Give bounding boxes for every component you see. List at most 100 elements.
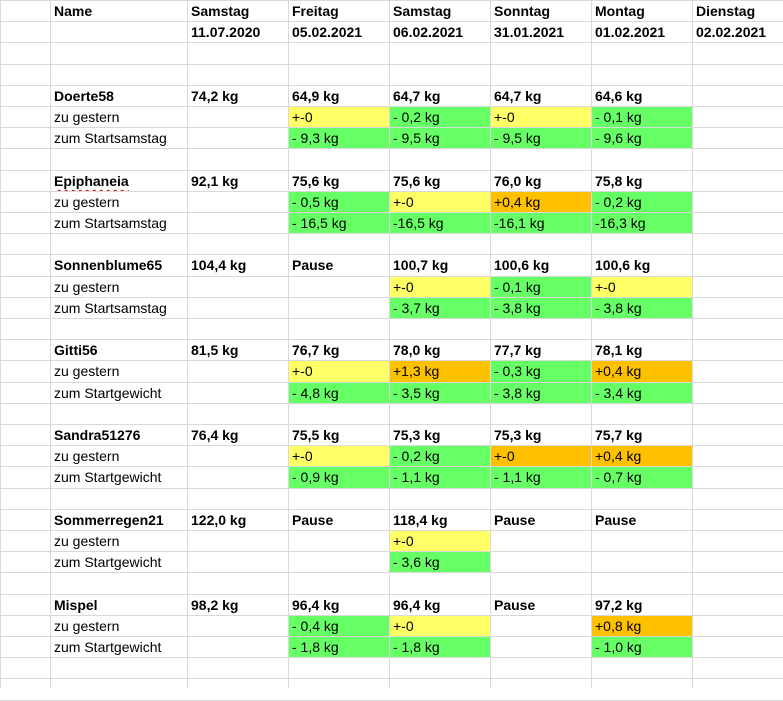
weight-cell[interactable]: 77,7 kg xyxy=(494,342,542,358)
row-label[interactable]: zu gestern xyxy=(54,448,120,464)
weight-cell[interactable]: 78,1 kg xyxy=(595,342,643,358)
delta-cell[interactable]: +-0 xyxy=(390,616,490,636)
delta-cell[interactable]: +-0 xyxy=(491,107,591,127)
weight-cell[interactable]: 75,3 kg xyxy=(494,427,542,443)
delta-cell[interactable]: - 1,8 kg xyxy=(289,637,389,657)
delta-cell[interactable]: +-0 xyxy=(592,277,692,297)
weight-cell[interactable]: 100,6 kg xyxy=(494,257,550,273)
delta-cell[interactable]: - 9,5 kg xyxy=(390,128,490,148)
row-label[interactable]: zu gestern xyxy=(54,533,120,549)
row-label[interactable]: zu gestern xyxy=(54,279,120,295)
delta-cell[interactable]: - 3,8 kg xyxy=(491,383,591,403)
delta-cell[interactable]: +0,8 kg xyxy=(592,616,692,636)
weight-cell[interactable]: 75,5 kg xyxy=(292,427,340,443)
delta-cell[interactable]: +-0 xyxy=(289,107,389,127)
header-date[interactable]: 02.02.2021 xyxy=(696,24,767,40)
weight-cell[interactable]: 75,3 kg xyxy=(393,427,441,443)
delta-cell[interactable]: +-0 xyxy=(390,531,490,551)
delta-cell[interactable]: - 4,8 kg xyxy=(289,383,389,403)
weight-cell[interactable]: Pause xyxy=(292,512,334,528)
header-weekday[interactable]: Samstag xyxy=(393,3,452,19)
row-label[interactable]: zu gestern xyxy=(54,618,120,634)
delta-cell[interactable]: - 0,2 kg xyxy=(390,446,490,466)
weight-cell[interactable]: Pause xyxy=(292,257,334,273)
delta-cell[interactable]: -16,5 kg xyxy=(390,213,490,233)
weight-cell[interactable]: Pause xyxy=(494,512,536,528)
delta-cell[interactable]: - 0,4 kg xyxy=(289,616,389,636)
weight-cell[interactable]: 64,9 kg xyxy=(292,88,340,104)
row-label[interactable]: zum Startsamstag xyxy=(54,300,167,316)
delta-cell[interactable]: - 3,8 kg xyxy=(491,298,591,318)
weight-cell[interactable]: 81,5 kg xyxy=(191,342,239,358)
delta-cell[interactable]: - 9,6 kg xyxy=(592,128,692,148)
delta-cell[interactable]: - 1,0 kg xyxy=(592,637,692,657)
weight-cell[interactable]: 74,2 kg xyxy=(191,88,239,104)
header-date[interactable]: 06.02.2021 xyxy=(393,24,464,40)
weight-cell[interactable]: 75,6 kg xyxy=(393,173,441,189)
weight-cell[interactable]: 122,0 kg xyxy=(191,512,247,528)
delta-cell[interactable]: - 1,1 kg xyxy=(390,467,490,488)
weight-cell[interactable]: 76,4 kg xyxy=(191,427,239,443)
weight-cell[interactable]: 92,1 kg xyxy=(191,173,239,189)
weight-cell[interactable]: 100,7 kg xyxy=(393,257,449,273)
delta-cell[interactable]: - 16,5 kg xyxy=(289,213,389,233)
delta-cell[interactable]: +-0 xyxy=(491,446,591,466)
delta-cell[interactable]: +-0 xyxy=(390,192,490,212)
weight-cell[interactable]: Pause xyxy=(595,512,637,528)
header-weekday[interactable]: Samstag xyxy=(191,3,250,19)
person-name[interactable]: Sommerregen21 xyxy=(54,512,164,528)
delta-cell[interactable]: - 9,3 kg xyxy=(289,128,389,148)
header-name[interactable]: Name xyxy=(54,3,93,19)
row-label[interactable]: zum Startgewicht xyxy=(54,385,162,401)
weight-cell[interactable]: 104,4 kg xyxy=(191,257,247,273)
delta-cell[interactable]: - 0,2 kg xyxy=(592,192,692,212)
row-label[interactable]: zum Startsamstag xyxy=(54,130,167,146)
delta-cell[interactable]: - 0,5 kg xyxy=(289,192,389,212)
delta-cell[interactable]: - 1,1 kg xyxy=(491,467,591,488)
weight-cell[interactable]: 75,8 kg xyxy=(595,173,643,189)
delta-cell[interactable]: +1,3 kg xyxy=(390,361,490,382)
row-label[interactable]: zum Startsamstag xyxy=(54,215,167,231)
header-weekday[interactable]: Dienstag xyxy=(696,3,756,19)
delta-cell[interactable]: - 0,1 kg xyxy=(592,107,692,127)
delta-cell[interactable]: - 0,2 kg xyxy=(390,107,490,127)
delta-cell[interactable]: - 9,5 kg xyxy=(491,128,591,148)
delta-cell[interactable]: +-0 xyxy=(289,446,389,466)
weight-cell[interactable]: 75,7 kg xyxy=(595,427,643,443)
weight-cell[interactable]: 75,6 kg xyxy=(292,173,340,189)
weight-cell[interactable]: 64,7 kg xyxy=(494,88,542,104)
weight-cell[interactable]: 96,4 kg xyxy=(292,597,340,613)
delta-cell[interactable]: +-0 xyxy=(289,361,389,382)
delta-cell[interactable]: - 3,5 kg xyxy=(390,383,490,403)
delta-cell[interactable]: - 0,1 kg xyxy=(491,277,591,297)
delta-cell[interactable]: +0,4 kg xyxy=(592,446,692,466)
header-date[interactable]: 05.02.2021 xyxy=(292,24,363,40)
header-date[interactable]: 31.01.2021 xyxy=(494,24,565,40)
delta-cell[interactable]: -16,1 kg xyxy=(491,213,591,233)
delta-cell[interactable]: - 3,6 kg xyxy=(390,552,490,572)
header-weekday[interactable]: Freitag xyxy=(292,3,339,19)
weight-cell[interactable]: 78,0 kg xyxy=(393,342,441,358)
person-name[interactable]: Epiphaneia xyxy=(54,173,129,189)
delta-cell[interactable]: -16,3 kg xyxy=(592,213,692,233)
weight-cell[interactable]: 96,4 kg xyxy=(393,597,441,613)
row-label[interactable]: zu gestern xyxy=(54,109,120,125)
delta-cell[interactable]: +0,4 kg xyxy=(592,361,692,382)
delta-cell[interactable]: - 3,8 kg xyxy=(592,298,692,318)
row-label[interactable]: zum Startgewicht xyxy=(54,554,162,570)
header-date[interactable]: 01.02.2021 xyxy=(595,24,666,40)
person-name[interactable]: Sonnenblume65 xyxy=(54,257,163,273)
person-name[interactable]: Sandra51276 xyxy=(54,427,141,443)
weight-cell[interactable]: 98,2 kg xyxy=(191,597,239,613)
delta-cell[interactable]: - 3,7 kg xyxy=(390,298,490,318)
header-date[interactable]: 11.07.2020 xyxy=(191,24,261,40)
weight-cell[interactable]: 76,0 kg xyxy=(494,173,542,189)
weight-cell[interactable]: 118,4 kg xyxy=(393,512,448,528)
header-weekday[interactable]: Sonntag xyxy=(494,3,550,19)
weight-cell[interactable]: 64,7 kg xyxy=(393,88,441,104)
weight-cell[interactable]: Pause xyxy=(494,597,536,613)
row-label[interactable]: zum Startgewicht xyxy=(54,639,162,655)
weight-cell[interactable]: 64,6 kg xyxy=(595,88,643,104)
delta-cell[interactable]: - 3,4 kg xyxy=(592,383,692,403)
